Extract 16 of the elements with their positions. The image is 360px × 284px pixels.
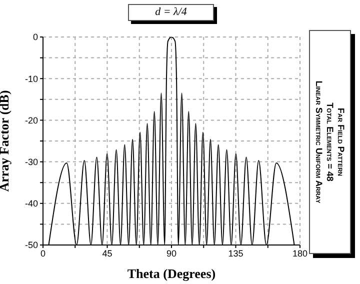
x-tick-label: 180: [292, 248, 308, 258]
text: Linear Symmetric Uniform Array: [314, 80, 324, 204]
x-tick-label: 0: [40, 248, 46, 258]
x-tick-label: 135: [228, 248, 244, 258]
x-tick-label: 90: [166, 248, 177, 258]
y-tick-label: -50: [24, 240, 38, 250]
text: Total Elements = 48: [324, 102, 336, 182]
x-axis-title: Theta (Degrees): [127, 266, 216, 281]
y-tick-label: 0: [32, 32, 38, 42]
chart-title: d = λ/4: [128, 4, 214, 21]
y-tick-label: -40: [24, 198, 38, 209]
y-tick-label: -10: [24, 74, 38, 84]
y-tick-label: -20: [24, 115, 38, 126]
text: Far Field Pattern: [336, 108, 346, 176]
x-tick-label: 45: [102, 248, 112, 258]
y-tick-label: -30: [24, 156, 38, 167]
